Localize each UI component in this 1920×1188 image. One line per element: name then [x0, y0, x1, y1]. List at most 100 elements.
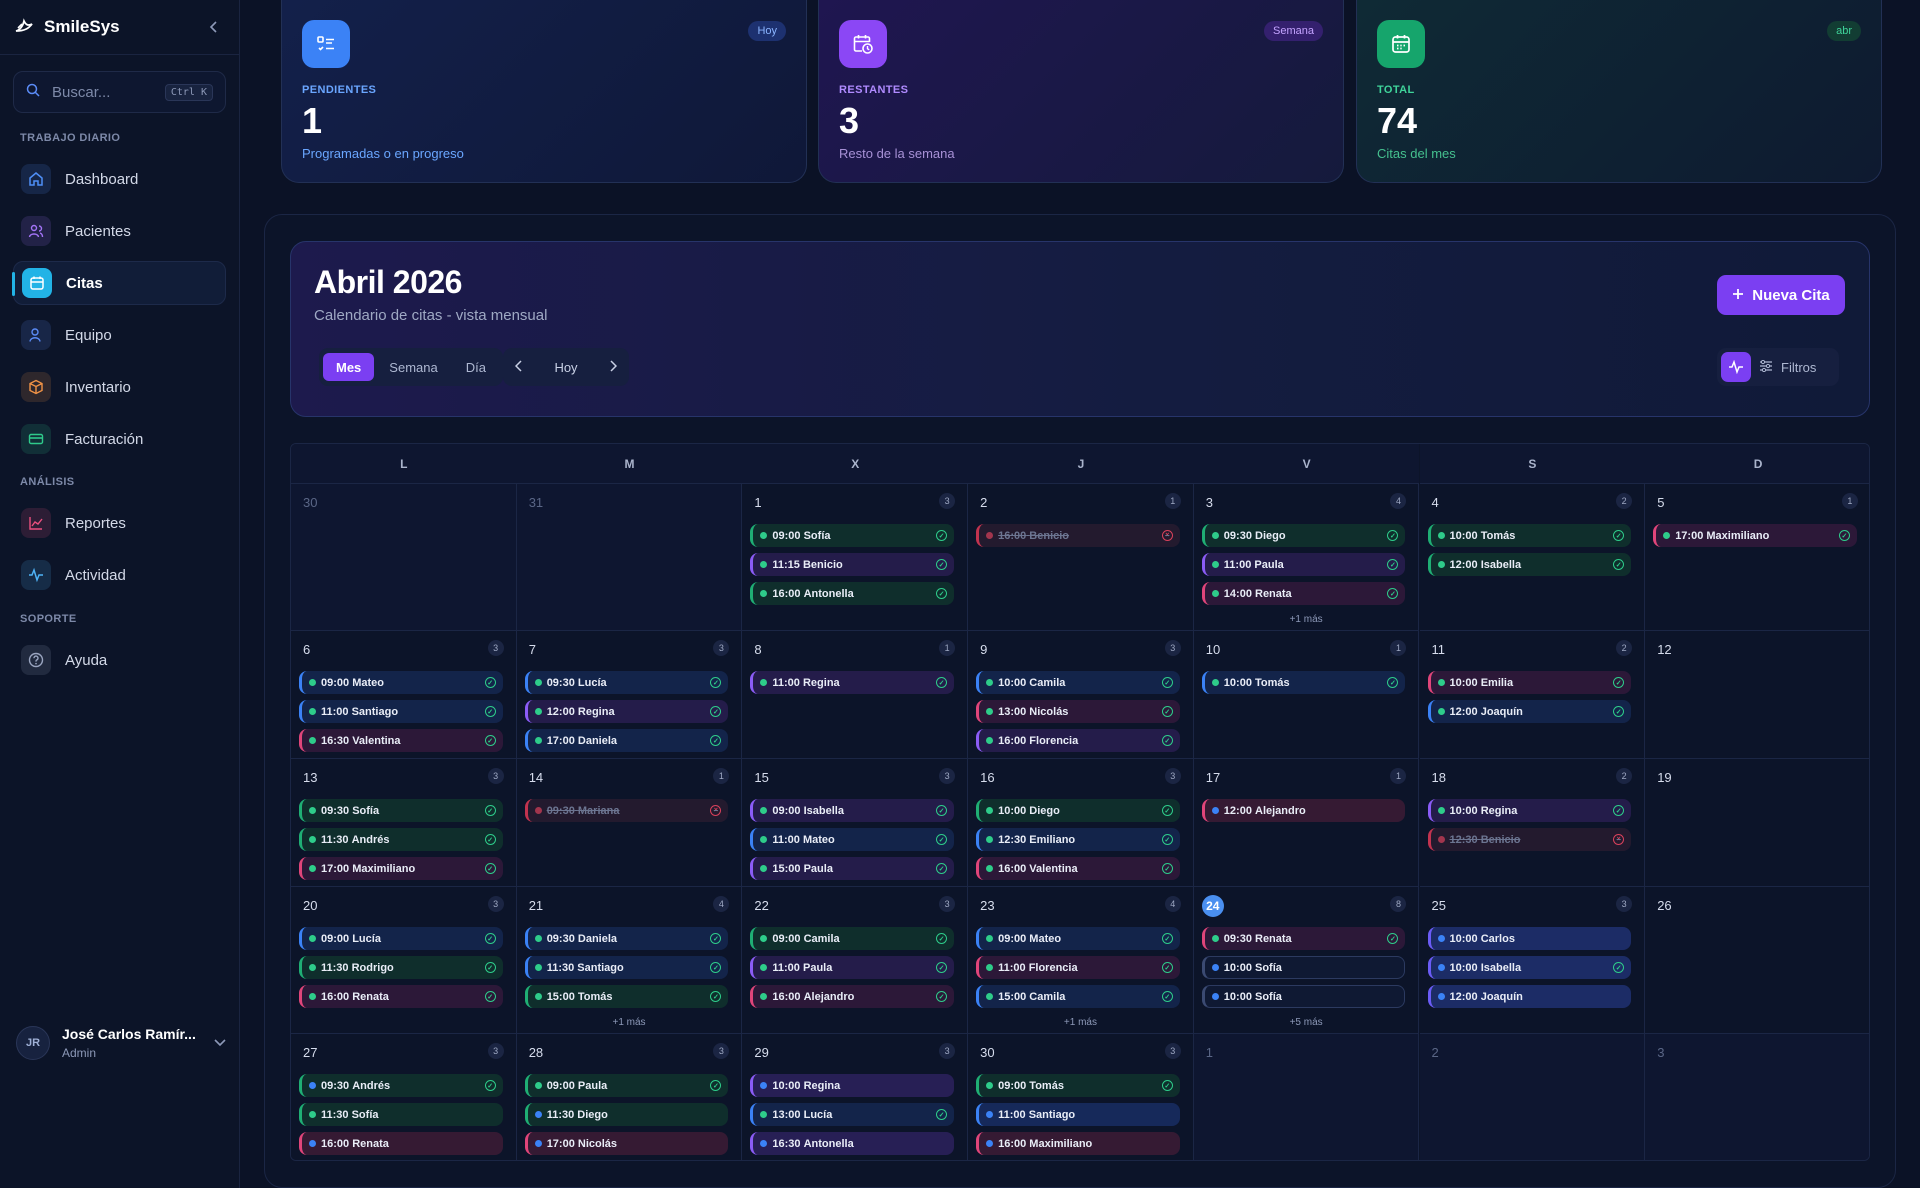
calendar-day-cell[interactable]: 1 3 09:00 Sofía ✓ 11:15 Benicio ✓ 16:00 Antone… — [742, 484, 969, 631]
new-appointment-button[interactable]: Nueva Cita — [1717, 275, 1845, 315]
calendar-day-cell[interactable]: 22 3 09:00 Camila ✓ 11:00 Paula ✓ 16:00 Alejan… — [742, 887, 969, 1034]
appointment-chip[interactable]: 11:00 Paula ✓ — [750, 956, 955, 979]
appointment-chip[interactable]: 09:30 Daniela ✓ — [524, 927, 729, 950]
appointment-chip[interactable]: 17:00 Nicolás — [524, 1132, 729, 1155]
appointment-chip[interactable]: 17:00 Maximiliano ✓ — [299, 857, 503, 880]
calendar-day-cell[interactable]: 24 8 09:30 Renata ✓ 10:00 Sofía 10:00 Sofía +5… — [1193, 887, 1420, 1034]
appointment-chip[interactable]: 11:00 Regina ✓ — [750, 671, 955, 694]
appointment-chip[interactable]: 11:15 Benicio ✓ — [750, 553, 955, 576]
appointment-chip[interactable]: 12:00 Isabella ✓ — [1427, 553, 1632, 576]
appointment-chip[interactable]: 09:00 Sofía ✓ — [750, 524, 955, 547]
appointment-chip[interactable]: 11:30 Andrés ✓ — [299, 828, 503, 851]
appointment-chip[interactable]: 11:30 Diego — [524, 1103, 729, 1126]
calendar-day-cell[interactable]: 2 1 16:00 Benicio × — [968, 484, 1194, 631]
appointment-chip[interactable]: 16:00 Renata ✓ — [299, 985, 503, 1008]
appointment-chip[interactable]: 16:00 Maximiliano — [976, 1132, 1180, 1155]
appointment-chip[interactable]: 10:00 Isabella ✓ — [1427, 956, 1632, 979]
appointment-chip[interactable]: 15:00 Tomás ✓ — [524, 985, 729, 1008]
calendar-day-cell[interactable]: 14 1 09:30 Mariana × — [516, 759, 743, 887]
appointment-chip[interactable]: 09:00 Lucía ✓ — [299, 927, 503, 950]
appointment-chip[interactable]: 10:00 Diego ✓ — [976, 799, 1180, 822]
more-appointments-link[interactable]: +5 más — [1289, 1017, 1323, 1028]
appointment-chip[interactable]: 16:30 Valentina ✓ — [299, 729, 503, 752]
appointment-chip[interactable]: 10:00 Carlos — [1427, 927, 1632, 950]
calendar-day-cell[interactable]: 17 1 12:00 Alejandro — [1193, 759, 1420, 887]
calendar-day-cell[interactable]: 4 2 10:00 Tomás ✓ 12:00 Isabella ✓ — [1419, 484, 1646, 631]
calendar-day-cell[interactable]: 20 3 09:00 Lucía ✓ 11:30 Rodrigo ✓ 16:00 Renat… — [291, 887, 517, 1034]
appointment-chip[interactable]: 12:00 Joaquín ✓ — [1427, 700, 1632, 723]
appointment-chip[interactable]: 16:00 Benicio × — [976, 524, 1180, 547]
calendar-day-cell[interactable]: 1 — [1193, 1034, 1420, 1160]
search-input[interactable]: Buscar... Ctrl K — [13, 71, 226, 113]
sidebar-item-facturacin[interactable]: Facturación — [13, 417, 226, 461]
appointment-chip[interactable]: 09:30 Sofía ✓ — [299, 799, 503, 822]
calendar-day-cell[interactable]: 16 3 10:00 Diego ✓ 12:30 Emiliano ✓ 16:00 Vale… — [968, 759, 1194, 887]
calendar-day-cell[interactable]: 2 — [1419, 1034, 1646, 1160]
calendar-day-cell[interactable]: 6 3 09:00 Mateo ✓ 11:00 Santiago ✓ 16:30 Valen… — [291, 631, 517, 759]
appointment-chip[interactable]: 16:00 Antonella ✓ — [750, 582, 955, 605]
sidebar-item-reportes[interactable]: Reportes — [13, 501, 226, 545]
appointment-chip[interactable]: 16:30 Antonella — [750, 1132, 955, 1155]
sidebar-item-equipo[interactable]: Equipo — [13, 313, 226, 357]
calendar-day-cell[interactable]: 28 3 09:00 Paula ✓ 11:30 Diego 17:00 Nicolás — [516, 1034, 743, 1160]
appointment-chip[interactable]: 09:00 Isabella ✓ — [750, 799, 955, 822]
activity-toggle-icon[interactable] — [1721, 352, 1751, 382]
sidebar-item-ayuda[interactable]: Ayuda — [13, 638, 226, 682]
calendar-day-cell[interactable]: 5 1 17:00 Maximiliano ✓ — [1645, 484, 1869, 631]
chevron-right-icon[interactable] — [609, 359, 618, 375]
appointment-chip[interactable]: 12:00 Regina ✓ — [524, 700, 729, 723]
calendar-day-cell[interactable]: 3 4 09:30 Diego ✓ 11:00 Paula ✓ 14:00 Renata ✓ +… — [1193, 484, 1420, 631]
appointment-chip[interactable]: 10:00 Sofía — [1201, 956, 1406, 979]
appointment-chip[interactable]: 15:00 Camila ✓ — [976, 985, 1180, 1008]
appointment-chip[interactable]: 10:00 Regina — [750, 1074, 955, 1097]
appointment-chip[interactable]: 09:30 Lucía ✓ — [524, 671, 729, 694]
appointment-chip[interactable]: 11:30 Santiago ✓ — [524, 956, 729, 979]
appointment-chip[interactable]: 09:00 Paula ✓ — [524, 1074, 729, 1097]
appointment-chip[interactable]: 12:30 Benicio × — [1427, 828, 1632, 851]
chevron-left-icon[interactable] — [514, 359, 523, 375]
collapse-sidebar-icon[interactable] — [204, 17, 224, 37]
appointment-chip[interactable]: 13:00 Nicolás ✓ — [976, 700, 1180, 723]
appointment-chip[interactable]: 10:00 Tomás ✓ — [1427, 524, 1632, 547]
appointment-chip[interactable]: 12:30 Emiliano ✓ — [976, 828, 1180, 851]
appointment-chip[interactable]: 16:00 Valentina ✓ — [976, 857, 1180, 880]
appointment-chip[interactable]: 09:30 Andrés ✓ — [299, 1074, 503, 1097]
calendar-day-cell[interactable]: 25 3 10:00 Carlos 10:00 Isabella ✓ 12:00 Joaq… — [1419, 887, 1646, 1034]
user-menu[interactable]: JR José Carlos Ramír... Admin — [16, 1018, 226, 1068]
sidebar-item-inventario[interactable]: Inventario — [13, 365, 226, 409]
chevron-down-icon[interactable] — [214, 1034, 226, 1052]
calendar-day-cell[interactable]: 3 — [1645, 1034, 1869, 1160]
calendar-day-cell[interactable]: 31 — [516, 484, 743, 631]
filters-button[interactable]: Filtros — [1781, 359, 1817, 375]
appointment-chip[interactable]: 09:30 Diego ✓ — [1201, 524, 1406, 547]
appointment-chip[interactable]: 10:00 Tomás ✓ — [1201, 671, 1406, 694]
calendar-day-cell[interactable]: 23 4 09:00 Mateo ✓ 11:00 Florencia ✓ 15:00 Cam… — [968, 887, 1194, 1034]
appointment-chip[interactable]: 10:00 Regina ✓ — [1427, 799, 1632, 822]
calendar-day-cell[interactable]: 18 2 10:00 Regina ✓ 12:30 Benicio × — [1419, 759, 1646, 887]
calendar-day-cell[interactable]: 13 3 09:30 Sofía ✓ 11:30 Andrés ✓ 17:00 Maximi… — [291, 759, 517, 887]
appointment-chip[interactable]: 15:00 Paula ✓ — [750, 857, 955, 880]
view-day-tab[interactable]: Día — [465, 359, 486, 375]
appointment-chip[interactable]: 10:00 Emilia ✓ — [1427, 671, 1632, 694]
appointment-chip[interactable]: 12:00 Alejandro — [1201, 799, 1406, 822]
calendar-day-cell[interactable]: 7 3 09:30 Lucía ✓ 12:00 Regina ✓ 17:00 Daniela… — [516, 631, 743, 759]
appointment-chip[interactable]: 11:00 Santiago — [976, 1103, 1180, 1126]
appointment-chip[interactable]: 13:00 Lucía ✓ — [750, 1103, 955, 1126]
more-appointments-link[interactable]: +1 más — [1063, 1017, 1097, 1028]
appointment-chip[interactable]: 11:00 Mateo ✓ — [750, 828, 955, 851]
more-appointments-link[interactable]: +1 más — [612, 1017, 646, 1028]
sidebar-item-actividad[interactable]: Actividad — [13, 553, 226, 597]
appointment-chip[interactable]: 11:30 Rodrigo ✓ — [299, 956, 503, 979]
sidebar-item-dashboard[interactable]: Dashboard — [13, 157, 226, 201]
appointment-chip[interactable]: 17:00 Maximiliano ✓ — [1653, 524, 1857, 547]
calendar-day-cell[interactable]: 11 2 10:00 Emilia ✓ 12:00 Joaquín ✓ — [1419, 631, 1646, 759]
view-month-tab[interactable]: Mes — [323, 353, 375, 381]
appointment-chip[interactable]: 10:00 Sofía — [1201, 985, 1406, 1008]
calendar-day-cell[interactable]: 12 — [1645, 631, 1869, 759]
appointment-chip[interactable]: 16:00 Renata — [299, 1132, 503, 1155]
sidebar-item-pacientes[interactable]: Pacientes — [13, 209, 226, 253]
view-week-tab[interactable]: Semana — [389, 359, 438, 375]
calendar-day-cell[interactable]: 26 — [1645, 887, 1869, 1034]
appointment-chip[interactable]: 17:00 Daniela ✓ — [524, 729, 729, 752]
appointment-chip[interactable]: 16:00 Alejandro ✓ — [750, 985, 955, 1008]
